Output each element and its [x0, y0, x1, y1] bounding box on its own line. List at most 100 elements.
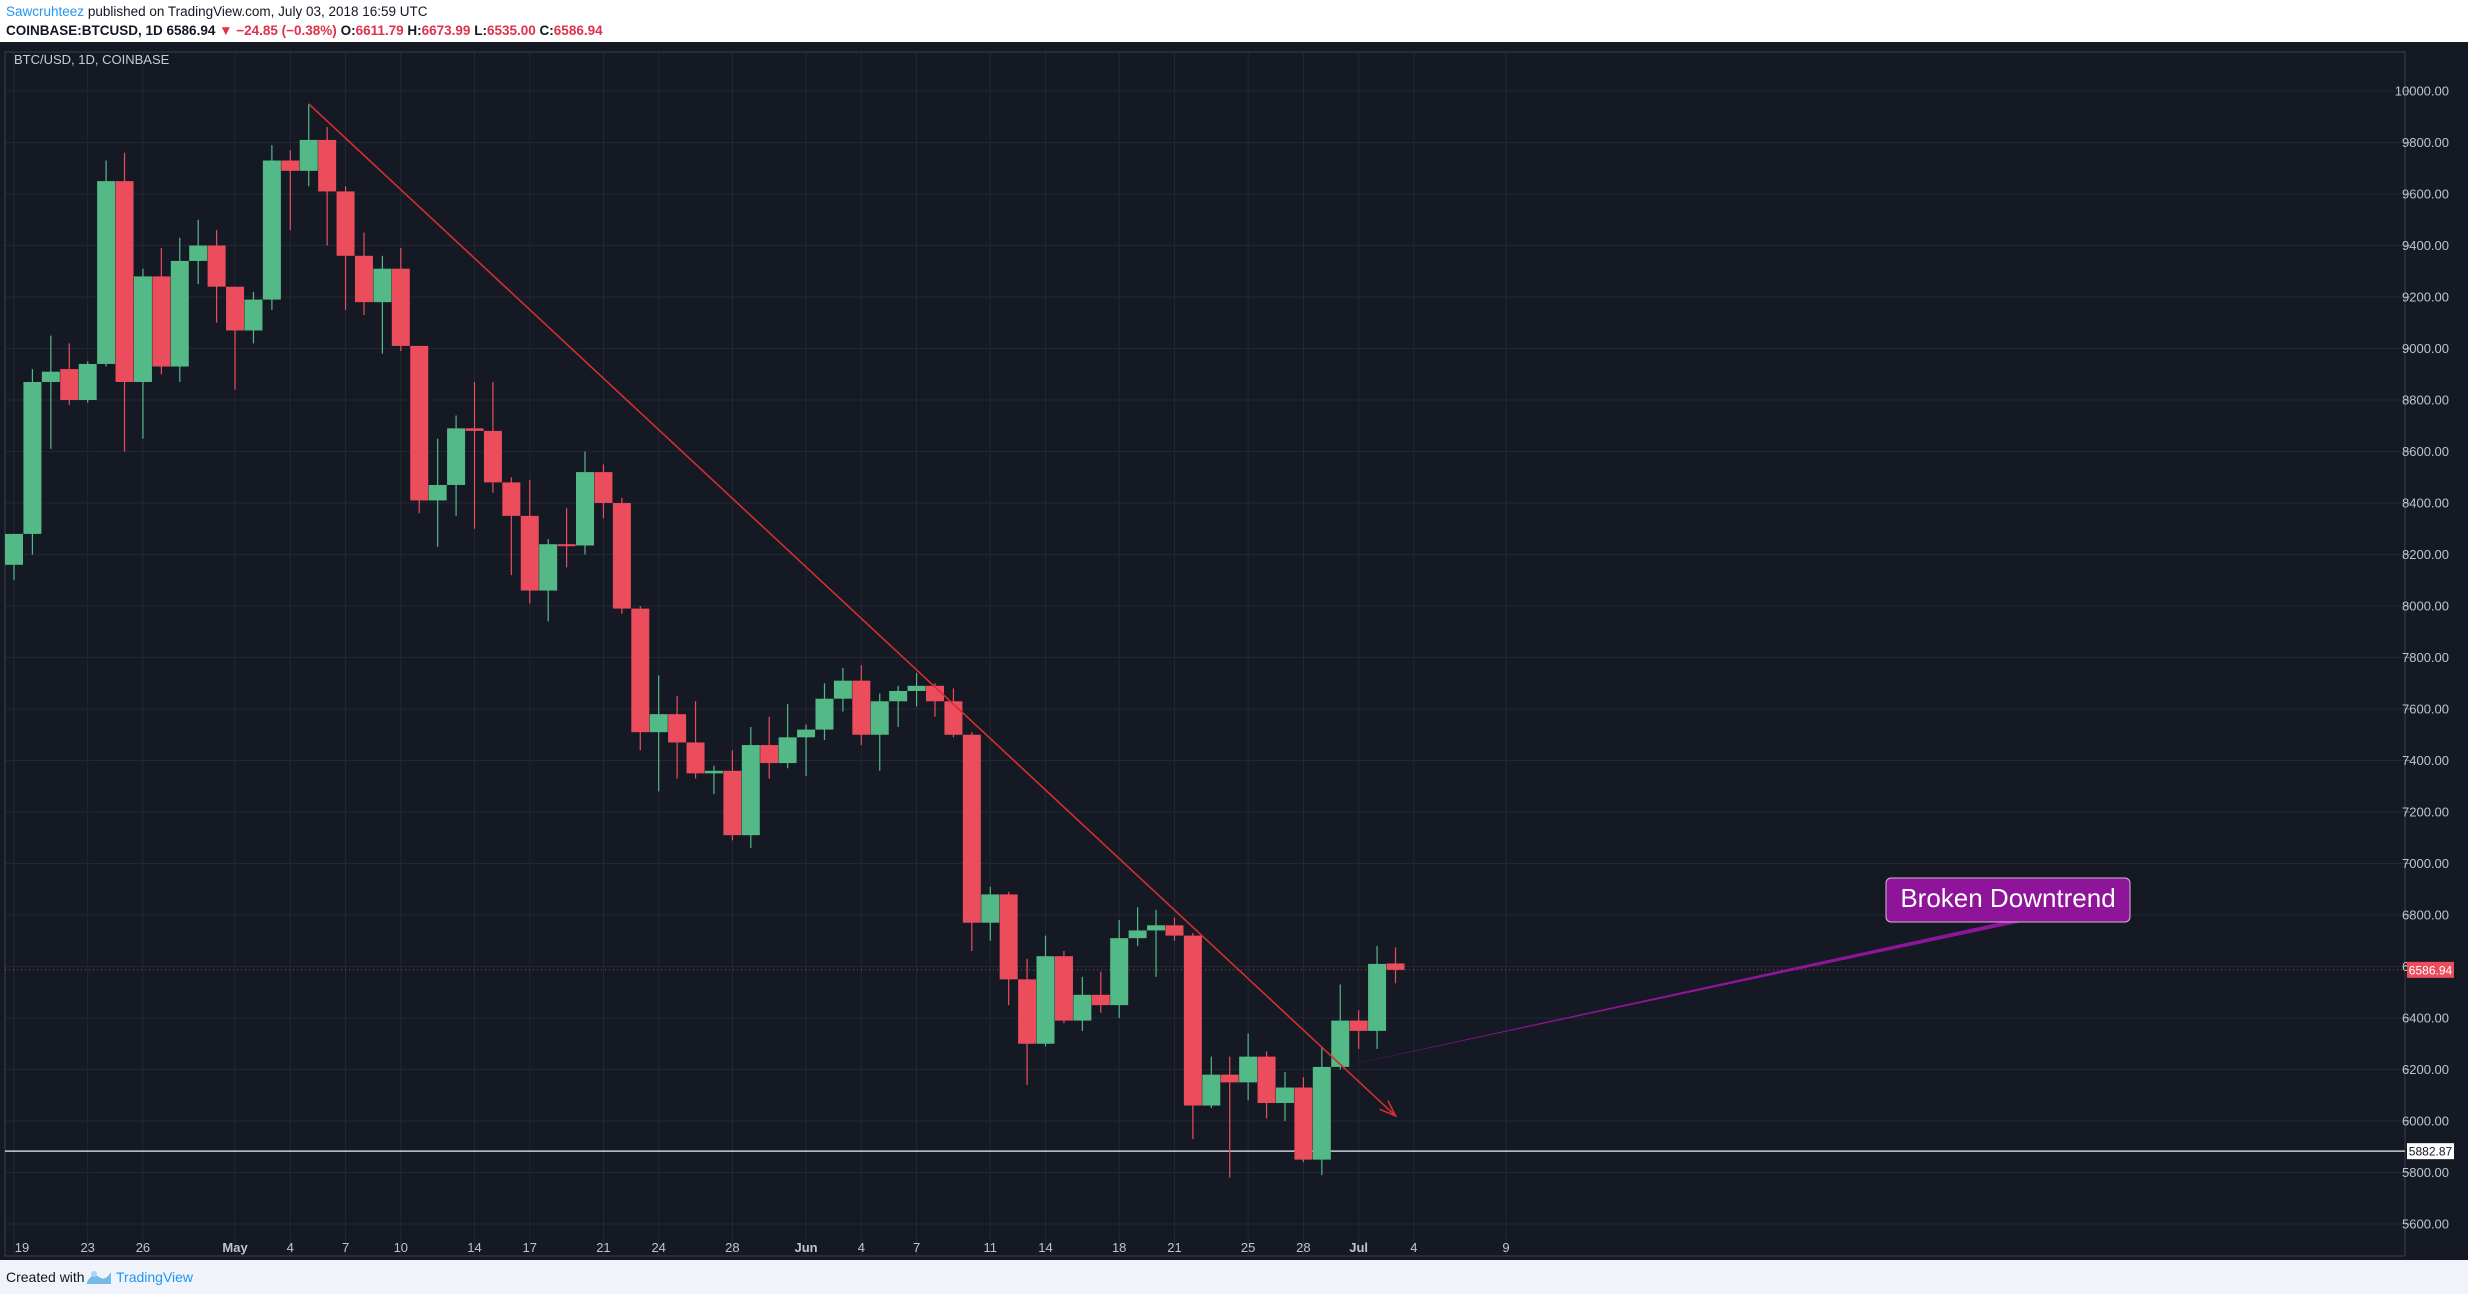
x-tick-label: 7 [913, 1240, 920, 1255]
x-tick-label: 10 [394, 1240, 408, 1255]
candle [299, 103, 318, 187]
candle-body [244, 299, 263, 331]
candle [483, 381, 502, 493]
candle-body [594, 472, 613, 503]
candle-body [1275, 1087, 1294, 1103]
candle [1165, 917, 1184, 941]
candle-body [889, 690, 908, 702]
candle-body [907, 685, 926, 691]
candle [1147, 909, 1166, 977]
candle-body [41, 371, 60, 382]
y-tick-label: 8600.00 [2402, 444, 2449, 459]
candle [1368, 945, 1387, 1049]
candle-body [1091, 994, 1110, 1006]
candle-body [115, 181, 134, 382]
candle-body [962, 734, 981, 923]
candle [649, 675, 668, 792]
y-tick-label: 9200.00 [2402, 290, 2449, 305]
candle-body [833, 680, 852, 699]
x-tick-label: 14 [1038, 1240, 1052, 1255]
downtrend-line [308, 103, 1397, 1117]
candle [244, 291, 263, 344]
candle [41, 335, 60, 449]
candle-body [649, 714, 668, 733]
candle-body [1183, 935, 1202, 1106]
candle-body [612, 503, 631, 609]
y-tick-label: 7000.00 [2402, 856, 2449, 871]
candle [189, 219, 208, 285]
x-tick-label: 18 [1112, 1240, 1126, 1255]
candle [760, 716, 779, 779]
candle [999, 891, 1018, 1006]
candle-body [539, 544, 558, 591]
tradingview-link[interactable]: TradingView [116, 1269, 194, 1285]
callout-label: Broken Downtrend [1900, 883, 2115, 913]
candle [447, 415, 466, 516]
candle-body [576, 472, 595, 546]
last-price-tag: 6586.94 [2409, 963, 2453, 977]
candle-body [668, 714, 687, 743]
y-tick-label: 9000.00 [2402, 341, 2449, 356]
y-tick-label: 8000.00 [2402, 599, 2449, 614]
callout-pointer [1340, 922, 2022, 1067]
candle [926, 683, 944, 717]
x-tick-label: Jul [1349, 1240, 1368, 1255]
x-tick-label: 17 [523, 1240, 537, 1255]
candle-body [815, 698, 834, 730]
chart-symbol-label: BTC/USD, 1D, COINBASE [14, 52, 170, 67]
candle-body [318, 139, 337, 192]
candle [170, 237, 189, 382]
candle [870, 693, 889, 771]
candle-body [944, 701, 963, 735]
candle-body [373, 268, 392, 303]
x-tick-label: 4 [287, 1240, 294, 1255]
candle [686, 701, 705, 779]
created-with-text: Created with [6, 1269, 85, 1285]
symbol-info: COINBASE:BTCUSD, 1D [6, 23, 163, 38]
y-tick-label: 6400.00 [2402, 1011, 2449, 1026]
candle [1331, 984, 1350, 1070]
candle [1091, 971, 1110, 1013]
tradingview-logo-icon[interactable] [86, 1268, 112, 1286]
author-link[interactable]: Sawcruhteez [6, 4, 85, 19]
x-tick-label: 4 [858, 1240, 865, 1255]
x-tick-label: 19 [15, 1240, 29, 1255]
support-price-tag: 5882.87 [2409, 1145, 2453, 1159]
y-tick-label: 7400.00 [2402, 753, 2449, 768]
y-tick-label: 8200.00 [2402, 547, 2449, 562]
candle-body [1349, 1020, 1368, 1031]
candle-body [981, 894, 1000, 923]
y-tick-label: 8400.00 [2402, 496, 2449, 511]
candle [281, 150, 300, 231]
candle-body [1294, 1087, 1313, 1160]
candle [631, 606, 650, 751]
x-tick-label: 11 [984, 1240, 998, 1255]
low-value: 6535.00 [486, 23, 536, 38]
candle-body [1036, 956, 1055, 1044]
x-tick-label: 4 [1410, 1240, 1417, 1255]
candle-body [1110, 938, 1129, 1006]
price-change: ▼ −24.85 (−0.38%) [219, 23, 337, 38]
y-axis: 10000.00 9800.00 9600.00 9400.00 9200.00 9000… [2395, 84, 2449, 1232]
candle-body [465, 428, 484, 431]
low-label: L: [474, 23, 487, 38]
candle [778, 703, 797, 769]
candle-body [60, 369, 79, 400]
candle [981, 886, 1000, 941]
y-tick-label: 5800.00 [2402, 1165, 2449, 1180]
candle [962, 732, 981, 952]
candle-body [1202, 1074, 1221, 1106]
x-tick-label: 28 [725, 1240, 739, 1255]
candle [668, 696, 687, 779]
trendline-arrowhead [1379, 1100, 1398, 1118]
candle [1202, 1056, 1221, 1109]
candle-body [262, 160, 281, 300]
candle [1183, 933, 1202, 1140]
chart-panel[interactable]: Broken Downtrend 10000.00 9800.00 9600.00 94… [0, 42, 2468, 1260]
candlestick-chart[interactable]: Broken Downtrend 10000.009800.009600.0094… [0, 42, 2468, 1260]
candle [1257, 1051, 1276, 1119]
candle [428, 438, 447, 547]
candle-body [97, 181, 116, 364]
candle-body [23, 381, 42, 534]
candle-body [723, 770, 742, 836]
